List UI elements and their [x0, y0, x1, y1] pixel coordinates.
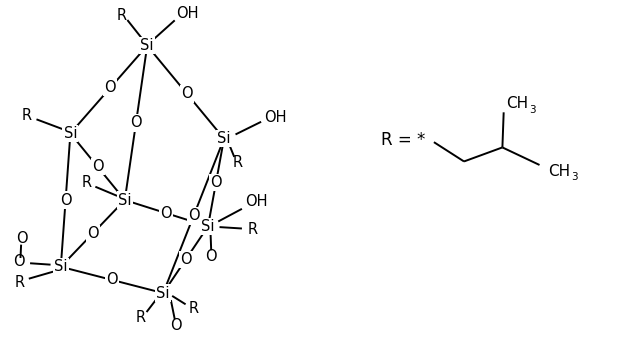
Text: O: O	[180, 252, 191, 267]
Text: R: R	[136, 310, 146, 325]
Text: O: O	[92, 159, 104, 174]
Text: O: O	[170, 318, 182, 333]
Text: OH: OH	[264, 110, 287, 125]
Text: R: R	[116, 8, 127, 23]
Text: O: O	[161, 206, 172, 221]
Text: R = *: R = *	[381, 131, 425, 150]
Text: Si: Si	[63, 126, 77, 141]
Text: O: O	[181, 86, 193, 101]
Text: Si: Si	[217, 131, 231, 146]
Text: Si: Si	[118, 193, 132, 207]
Text: O: O	[205, 249, 217, 264]
Text: OH: OH	[244, 194, 268, 209]
Text: R: R	[233, 155, 243, 170]
Text: R: R	[189, 302, 199, 316]
Text: O: O	[106, 272, 118, 287]
Text: R: R	[22, 108, 32, 123]
Text: O: O	[188, 208, 200, 223]
Text: O: O	[87, 226, 99, 241]
Text: Si: Si	[140, 38, 154, 53]
Text: 3: 3	[571, 172, 577, 182]
Text: O: O	[210, 175, 222, 190]
Text: O: O	[104, 80, 116, 95]
Text: OH: OH	[175, 6, 198, 21]
Text: O: O	[130, 115, 142, 130]
Text: Si: Si	[201, 219, 215, 234]
Text: O: O	[13, 254, 25, 269]
Text: R: R	[248, 222, 258, 237]
Text: CH: CH	[506, 96, 529, 111]
Text: Si: Si	[156, 286, 170, 300]
Text: 3: 3	[529, 105, 536, 114]
Text: CH: CH	[548, 164, 570, 179]
Text: O: O	[60, 193, 72, 207]
Text: O: O	[17, 231, 28, 246]
Text: R: R	[14, 275, 24, 290]
Text: R: R	[81, 175, 92, 190]
Text: Si: Si	[54, 259, 68, 274]
